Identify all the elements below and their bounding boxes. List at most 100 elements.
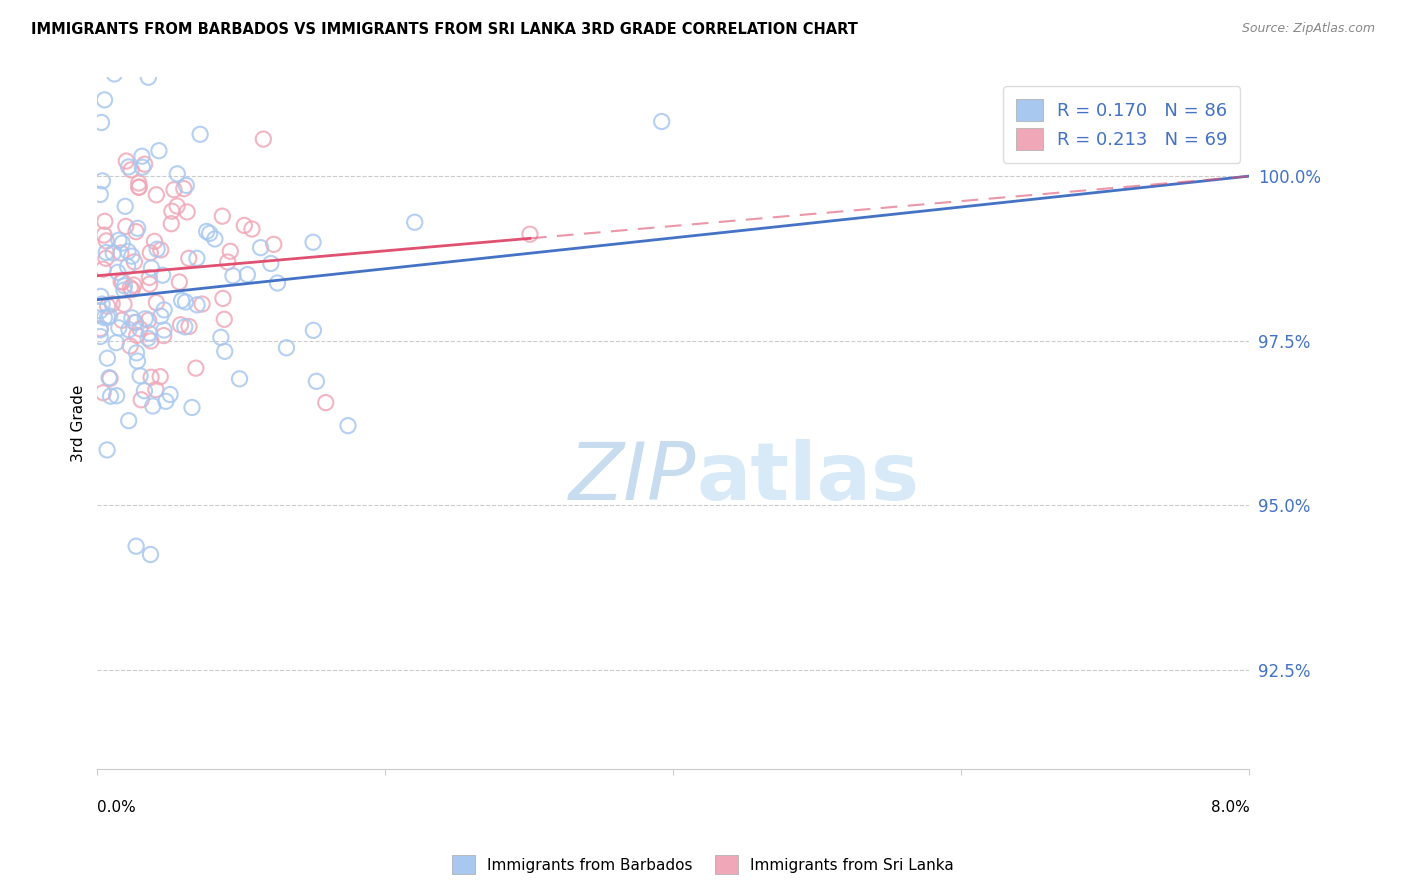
Point: [249, 241, 271, 255]
Point: [111, 313, 134, 327]
Point: [117, 244, 139, 259]
Point: [214, 344, 236, 359]
Point: [103, 67, 125, 81]
Point: [191, 297, 214, 311]
Point: [134, 157, 156, 171]
Point: [115, 154, 138, 169]
Point: [149, 309, 172, 323]
Point: [89, 321, 111, 335]
Point: [96, 442, 118, 457]
Point: [118, 414, 141, 428]
Point: [91, 385, 114, 400]
Point: [117, 260, 139, 274]
Point: [240, 222, 263, 236]
Point: [173, 319, 195, 334]
Point: [90, 289, 112, 303]
Point: [266, 276, 288, 290]
Point: [118, 323, 141, 337]
Point: [181, 401, 204, 415]
Point: [114, 199, 136, 213]
Point: [128, 176, 150, 190]
Point: [93, 93, 115, 107]
Point: [177, 252, 200, 266]
Point: [337, 418, 360, 433]
Point: [110, 246, 132, 260]
Point: [101, 297, 124, 311]
Point: [120, 162, 142, 177]
Point: [139, 370, 162, 384]
Point: [96, 234, 118, 248]
Point: [124, 315, 146, 329]
Point: [93, 228, 115, 243]
Point: [98, 371, 121, 385]
Point: [169, 318, 191, 332]
Point: [97, 299, 120, 313]
Point: [138, 270, 160, 285]
Legend: Immigrants from Barbados, Immigrants from Sri Lanka: Immigrants from Barbados, Immigrants fro…: [446, 849, 960, 880]
Point: [111, 275, 134, 289]
Point: [152, 328, 174, 343]
Point: [96, 245, 118, 260]
Point: [89, 187, 111, 202]
Point: [145, 295, 167, 310]
Point: [138, 313, 160, 327]
Point: [127, 354, 149, 368]
Point: [114, 219, 136, 234]
Point: [163, 183, 186, 197]
Point: [155, 394, 177, 409]
Point: [276, 341, 298, 355]
Point: [101, 246, 124, 260]
Y-axis label: 3rd Grade: 3rd Grade: [72, 384, 86, 462]
Point: [153, 302, 176, 317]
Point: [124, 255, 146, 269]
Point: [315, 395, 337, 409]
Point: [136, 331, 159, 345]
Point: [174, 178, 197, 193]
Point: [112, 283, 135, 297]
Point: [121, 249, 143, 263]
Point: [105, 389, 128, 403]
Point: [166, 167, 188, 181]
Point: [94, 252, 117, 266]
Point: [91, 262, 114, 277]
Point: [111, 236, 134, 251]
Point: [129, 322, 152, 336]
Point: [134, 311, 156, 326]
Point: [177, 319, 200, 334]
Point: [204, 232, 226, 246]
Point: [122, 278, 145, 293]
Point: [145, 187, 167, 202]
Point: [110, 275, 132, 289]
Point: [236, 268, 259, 282]
Point: [89, 303, 111, 318]
Point: [212, 312, 235, 326]
Point: [195, 224, 218, 238]
Point: [302, 235, 325, 250]
Point: [125, 225, 148, 239]
Point: [159, 387, 181, 401]
Point: [404, 215, 426, 229]
Point: [125, 328, 148, 343]
Point: [134, 384, 156, 398]
Point: [138, 277, 160, 292]
Point: [160, 204, 183, 219]
Point: [120, 280, 142, 294]
Point: [252, 132, 274, 146]
Point: [131, 149, 153, 163]
Point: [124, 316, 146, 330]
Point: [93, 310, 115, 325]
Point: [107, 265, 129, 279]
Point: [152, 268, 174, 283]
Point: [160, 217, 183, 231]
Point: [186, 298, 208, 312]
Point: [117, 160, 139, 174]
Point: [98, 370, 121, 384]
Point: [149, 243, 172, 257]
Text: 8.0%: 8.0%: [1211, 800, 1250, 814]
Point: [127, 221, 149, 235]
Point: [169, 275, 191, 289]
Text: atlas: atlas: [696, 440, 920, 517]
Point: [129, 368, 152, 383]
Point: [211, 209, 233, 223]
Point: [305, 374, 328, 388]
